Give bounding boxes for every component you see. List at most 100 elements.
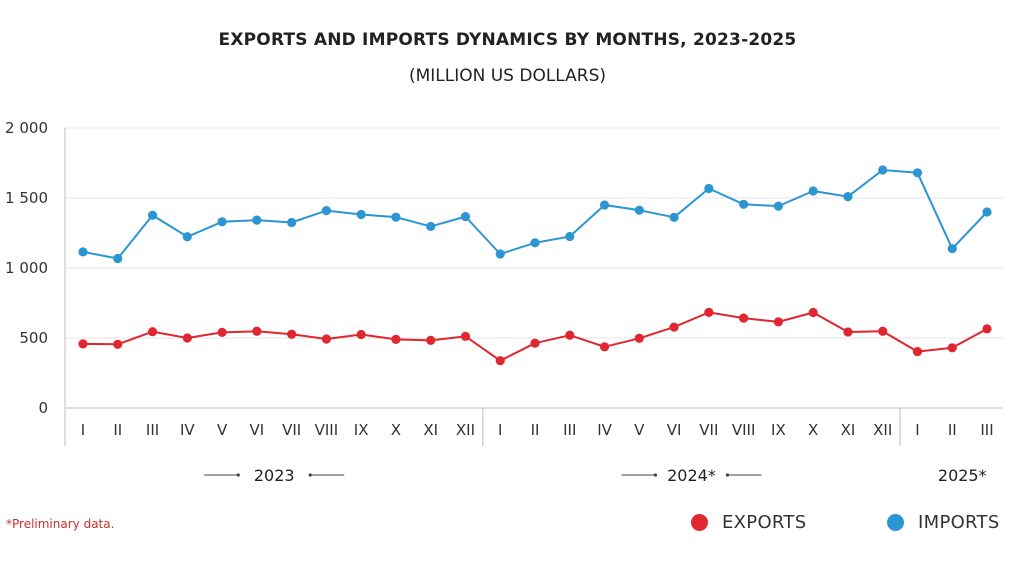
y-tick-label: 0 (38, 399, 48, 417)
x-tick-label: IV (597, 421, 612, 439)
data-point-exports (287, 329, 297, 339)
group-label: 2023 (254, 466, 295, 485)
x-tick-label: I (915, 421, 919, 439)
group-bracket-right-end (308, 473, 312, 477)
data-point-imports (739, 199, 749, 209)
data-point-imports (599, 200, 610, 210)
chart-title: EXPORTS AND IMPORTS DYNAMICS BY MONTHS, … (218, 30, 797, 50)
data-point-exports (982, 324, 992, 334)
y-tick-label: 1 000 (5, 259, 48, 277)
x-tick-label: II (113, 421, 122, 439)
x-tick-label: II (531, 421, 540, 439)
y-tick-label: 500 (19, 329, 48, 347)
x-tick-label: IX (354, 421, 369, 439)
x-tick-label: I (498, 421, 502, 439)
data-point-imports (982, 207, 992, 217)
data-point-imports (147, 210, 158, 220)
data-point-imports (252, 215, 262, 225)
x-tick-label: V (217, 421, 228, 439)
chart-subtitle: (MILLION US DOLLARS) (408, 66, 607, 86)
x-tick-label: VI (667, 421, 682, 439)
x-tick-label: VI (250, 421, 265, 439)
legend-item-imports: IMPORTS (887, 512, 1000, 533)
group-bracket-right-end (725, 473, 730, 477)
x-tick-label: III (146, 421, 159, 439)
data-point-exports (599, 342, 610, 352)
x-tick-label: II (948, 421, 957, 439)
data-point-exports (704, 307, 714, 317)
group-label: 2025* (938, 466, 987, 485)
x-tick-label: I (81, 421, 85, 439)
data-point-imports (287, 217, 297, 228)
data-point-imports (530, 238, 540, 248)
data-point-exports (391, 334, 401, 344)
data-point-exports (843, 327, 853, 337)
data-point-exports (634, 333, 644, 343)
data-point-exports (426, 335, 436, 345)
data-point-exports (321, 334, 331, 344)
legend-label-imports: IMPORTS (918, 512, 1000, 533)
legend-item-exports: EXPORTS (691, 512, 806, 533)
data-point-exports (78, 339, 88, 349)
data-point-imports (78, 247, 88, 257)
data-point-imports (808, 186, 818, 196)
data-point-exports (113, 339, 123, 349)
footnote: *Preliminary data. (6, 517, 115, 531)
x-tick-label: XII (873, 421, 892, 439)
data-point-imports (704, 183, 714, 194)
x-tick-label: VII (699, 421, 718, 439)
data-point-imports (878, 165, 888, 175)
data-point-exports (182, 333, 192, 343)
x-tick-label: IX (771, 421, 786, 439)
data-point-imports (113, 253, 123, 264)
x-tick-label: VIII (732, 421, 756, 439)
legend-swatch-exports (691, 514, 708, 531)
x-tick-label: XI (423, 421, 438, 439)
data-point-imports (773, 201, 784, 211)
series-line-exports (82, 311, 988, 362)
data-point-exports (252, 326, 262, 336)
x-tick-label: X (391, 421, 401, 439)
data-point-exports (530, 338, 540, 348)
data-point-exports (495, 356, 505, 366)
x-tick-label: X (808, 421, 818, 439)
y-tick-label: 1 500 (5, 189, 48, 207)
x-tick-label: IV (180, 421, 195, 439)
data-point-exports (773, 317, 784, 327)
data-point-exports (912, 346, 923, 357)
data-point-imports (634, 205, 644, 215)
data-point-imports (460, 212, 471, 222)
data-point-imports (321, 206, 331, 216)
data-point-imports (843, 192, 853, 202)
data-point-imports (182, 232, 192, 242)
data-point-imports (495, 249, 505, 259)
data-point-imports (217, 217, 227, 227)
data-point-exports (147, 327, 158, 337)
data-point-imports (912, 168, 923, 178)
data-point-exports (739, 313, 749, 323)
data-point-imports (426, 221, 436, 232)
data-point-exports (565, 330, 575, 340)
x-tick-label: XI (841, 421, 856, 439)
group-label: 2024* (667, 466, 716, 485)
x-tick-label: VII (282, 421, 301, 439)
data-point-exports (217, 327, 227, 337)
data-point-imports (947, 244, 957, 254)
legend-label-exports: EXPORTS (722, 512, 807, 533)
x-tick-label: VIII (315, 421, 339, 439)
data-point-exports (808, 307, 818, 318)
data-point-exports (947, 343, 957, 353)
legend-swatch-imports (887, 514, 904, 531)
data-point-imports (391, 212, 401, 222)
group-bracket-left-end (653, 473, 658, 477)
data-point-exports (460, 331, 471, 341)
data-point-exports (356, 329, 366, 340)
x-tick-label: XII (456, 421, 475, 439)
y-tick-label: 2 000 (5, 119, 48, 137)
data-point-exports (878, 326, 888, 336)
data-point-imports (669, 212, 679, 222)
data-point-imports (565, 231, 575, 242)
data-point-imports (356, 209, 366, 220)
x-tick-label: III (980, 421, 993, 439)
